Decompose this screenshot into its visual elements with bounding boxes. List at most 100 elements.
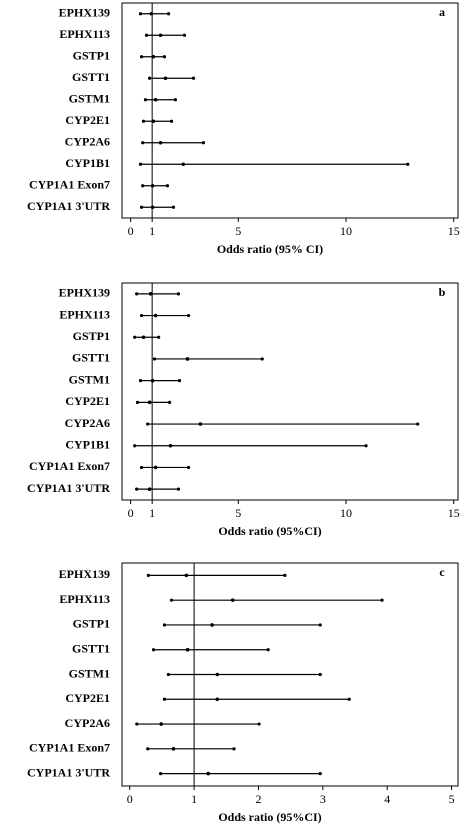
category-label: CYP1A1 Exon7	[29, 178, 110, 192]
category-label: GSTM1	[69, 372, 110, 386]
point-estimate	[171, 747, 176, 751]
point-estimate	[150, 378, 155, 383]
x-tick-label: 4	[384, 792, 390, 806]
panel-label: b	[439, 285, 446, 299]
ci-lower	[146, 422, 150, 426]
ci-upper	[416, 422, 420, 426]
point-estimate	[215, 672, 220, 677]
ci-lower	[162, 623, 167, 627]
category-label: CYP2A6	[65, 716, 110, 730]
ci-lower	[141, 141, 145, 145]
point-estimate	[168, 443, 173, 448]
category-label: CYP2A6	[65, 416, 110, 430]
x-tick-label: 5	[235, 224, 241, 238]
category-label: CYP1A1 Exon7	[29, 741, 110, 755]
ci-upper	[157, 335, 161, 339]
ci-upper	[182, 33, 187, 37]
category-label: GSTT1	[72, 70, 110, 84]
ci-upper	[177, 379, 182, 383]
category-label: CYP2E1	[65, 691, 110, 705]
x-tick-label: 1	[149, 224, 155, 238]
point-estimate	[158, 140, 163, 145]
ci-upper	[232, 747, 236, 751]
x-tick-label: 2	[255, 792, 261, 806]
ci-lower	[140, 465, 144, 470]
ci-lower	[135, 487, 139, 491]
ci-upper	[201, 141, 206, 145]
ci-lower	[135, 722, 139, 726]
point-estimate	[147, 487, 152, 491]
x-axis-title: Odds ratio (95%CI)	[218, 524, 321, 538]
point-estimate	[141, 335, 146, 340]
plot-frame	[121, 562, 459, 787]
point-estimate	[215, 697, 220, 702]
ci-lower	[151, 648, 156, 652]
category-label: CYP1A1 3'UTR	[27, 765, 110, 779]
x-tick-label: 10	[340, 224, 352, 238]
ci-lower	[144, 33, 149, 37]
ci-upper	[171, 205, 176, 209]
ci-upper	[283, 573, 287, 577]
category-label: EPHX113	[59, 27, 110, 41]
ci-lower	[133, 444, 137, 448]
point-estimate	[181, 162, 186, 167]
ci-lower	[146, 747, 150, 751]
ci-lower	[169, 598, 174, 602]
ci-lower	[140, 55, 144, 59]
ci-lower	[147, 76, 152, 80]
category-label: CYP2E1	[65, 394, 110, 408]
x-tick-label: 5	[449, 792, 455, 806]
ci-upper	[347, 697, 351, 701]
point-estimate	[159, 722, 164, 726]
x-tick-label: 0	[127, 792, 133, 806]
ci-upper	[257, 722, 261, 726]
ci-upper	[266, 648, 270, 652]
panel-label: c	[439, 565, 445, 579]
ci-lower	[166, 672, 170, 677]
x-tick-label: 3	[320, 792, 326, 806]
category-label: CYP1A1 3'UTR	[27, 481, 110, 495]
x-axis-title: Odds ratio (95%CI)	[218, 810, 321, 824]
ci-upper	[318, 672, 322, 677]
category-label: CYP1A1 3'UTR	[27, 199, 110, 213]
x-tick-label: 5	[235, 506, 241, 520]
point-estimate	[185, 647, 190, 652]
ci-upper	[186, 313, 191, 318]
plot-frame	[121, 282, 459, 501]
point-estimate	[210, 623, 214, 627]
category-label: EPHX139	[59, 6, 110, 20]
category-label: GSTM1	[69, 666, 110, 680]
plot-frame	[121, 2, 459, 219]
ci-lower	[152, 357, 157, 361]
category-label: CYP1B1	[65, 438, 110, 452]
ci-lower	[141, 119, 146, 123]
point-estimate	[150, 205, 155, 210]
point-estimate	[184, 573, 189, 578]
ci-upper	[162, 55, 167, 59]
ci-lower	[140, 313, 144, 318]
x-tick-label: 10	[340, 506, 352, 520]
category-label: CYP1A1 Exon7	[29, 459, 110, 473]
ci-upper	[318, 772, 322, 776]
point-estimate	[151, 119, 156, 124]
point-estimate	[149, 11, 154, 16]
point-estimate	[150, 183, 155, 188]
category-label: GSTT1	[72, 351, 110, 365]
point-estimate	[147, 400, 152, 405]
ci-lower	[138, 162, 143, 166]
ci-upper	[173, 98, 178, 102]
category-label: GSTP1	[73, 617, 110, 631]
category-label: EPHX113	[59, 307, 110, 321]
ci-upper	[165, 184, 170, 188]
ci-lower	[135, 292, 139, 296]
ci-upper	[166, 12, 171, 16]
ci-lower	[159, 772, 163, 776]
ci-lower	[138, 379, 143, 383]
ci-upper	[169, 119, 174, 123]
ci-lower	[133, 335, 137, 339]
ci-upper	[186, 465, 191, 470]
panel-label: a	[439, 5, 445, 19]
ci-upper	[364, 444, 368, 448]
